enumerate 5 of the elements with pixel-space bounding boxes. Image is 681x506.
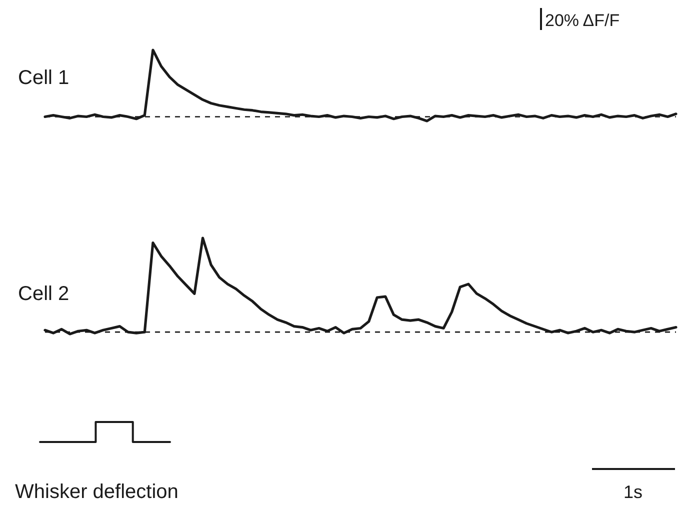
text: 20% ΔF/F bbox=[545, 11, 620, 30]
text: Cell 2 bbox=[18, 283, 70, 305]
text: Whisker deflection bbox=[15, 481, 178, 503]
text: 1s bbox=[623, 482, 643, 502]
text: Cell 1 bbox=[18, 67, 70, 89]
